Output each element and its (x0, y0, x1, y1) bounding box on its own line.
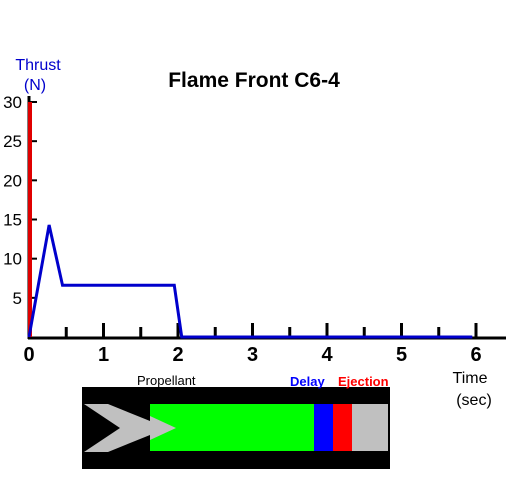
propellant-label: Propellant (137, 373, 196, 388)
x-tick-label: 0 (23, 344, 34, 366)
y-tick-label: 30 (3, 93, 22, 112)
y-axis-label-line-2: (N) (24, 77, 46, 94)
chart-title: Flame Front C6-4 (168, 69, 340, 92)
x-tick-label: 5 (396, 344, 407, 366)
y-tick-label: 15 (3, 211, 22, 230)
x-tick-label: 2 (172, 344, 183, 366)
x-tick-label: 3 (247, 344, 258, 366)
motor-diagram (82, 387, 390, 469)
y-tick-label: 5 (13, 289, 22, 308)
x-tick-label: 4 (321, 344, 333, 366)
x-axis-label-line-2: (sec) (456, 392, 492, 409)
motor-nozzle (84, 404, 150, 452)
thrust-series-line (27, 224, 473, 339)
propellant-grain (150, 404, 314, 451)
x-axis-label-line-1: Time (453, 370, 488, 387)
x-tick-label: 1 (98, 344, 109, 366)
motor-cap (350, 404, 388, 451)
propellant-core (150, 416, 176, 440)
delay-charge (314, 404, 333, 451)
y-tick-label: 20 (3, 171, 22, 190)
axes: 0 1 2 3 4 5 6 5 10 15 20 25 30 (3, 93, 506, 366)
y-axis-label-line-1: Thrust (15, 57, 61, 74)
series-layer (27, 102, 473, 339)
x-tick-label: 6 (470, 344, 481, 366)
ejection-charge (332, 404, 352, 451)
ejection-label: Ejection (338, 374, 389, 389)
delay-label: Delay (290, 374, 325, 389)
y-tick-label: 25 (3, 132, 22, 151)
y-tick-label: 10 (3, 250, 22, 269)
